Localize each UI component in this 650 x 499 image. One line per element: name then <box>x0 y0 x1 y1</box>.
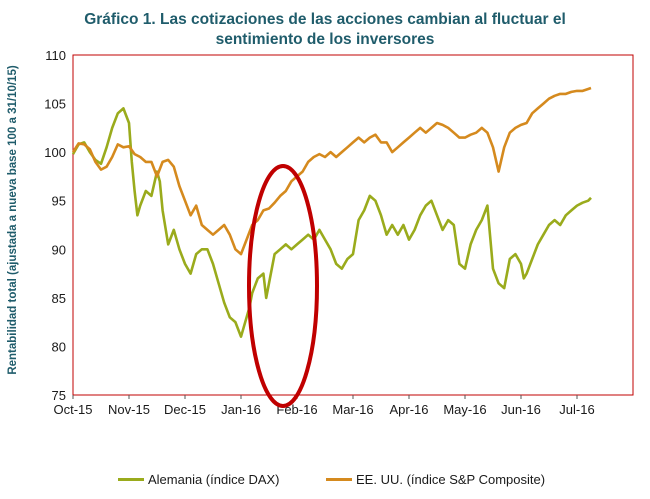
y-tick-label: 90 <box>52 242 66 257</box>
series-line-dax <box>71 107 592 339</box>
y-tick-label: 105 <box>44 97 66 112</box>
series-line-sp <box>71 86 592 256</box>
y-tick-label: 80 <box>52 339 66 354</box>
x-tick-label: Nov-15 <box>108 402 150 417</box>
chart-title-line-2: sentimiento de los inversores <box>215 31 435 48</box>
x-tick-label: Jun-16 <box>501 402 541 417</box>
legend-label-dax: Alemania (índice DAX) <box>148 472 280 487</box>
x-tick-label: Dec-15 <box>164 402 206 417</box>
chart-title: Gráfico 1. Las cotizaciones de las accio… <box>0 10 650 50</box>
y-tick-label: 85 <box>52 291 66 306</box>
legend-item-sp: EE. UU. (índice S&P Composite) <box>326 472 545 487</box>
chart-title-line-1: Gráfico 1. Las cotizaciones de las accio… <box>84 11 566 28</box>
y-tick-label: 110 <box>45 48 66 63</box>
x-tick-label: Apr-16 <box>389 402 428 417</box>
y-tick-label: 95 <box>52 194 66 209</box>
x-axis: Oct-15 Nov-15 Dec-15 Jan-16 Feb-16 Mar-16 Apr-… <box>53 395 595 417</box>
x-tick-label: Mar-16 <box>332 402 373 417</box>
x-tick-label: Jan-16 <box>221 402 261 417</box>
legend-label-sp: EE. UU. (índice S&P Composite) <box>356 472 546 487</box>
x-tick-label: Oct-15 <box>53 402 92 417</box>
y-tick-label: 75 <box>52 388 66 403</box>
series-lines <box>71 86 592 339</box>
y-axis-label: Rentabilidad total (ajustada a nueva bas… <box>7 65 19 375</box>
legend-swatch-sp <box>326 478 352 482</box>
legend-item-dax: Alemania (índice DAX) <box>118 472 280 487</box>
legend-swatch-dax <box>118 478 144 482</box>
y-tick-label: 100 <box>44 145 66 160</box>
y-axis: 75 80 85 90 95 100 105 110 <box>44 48 66 403</box>
highlight-ellipse <box>247 164 319 408</box>
x-tick-label: Jul-16 <box>559 402 594 417</box>
x-tick-label: May-16 <box>443 402 486 417</box>
